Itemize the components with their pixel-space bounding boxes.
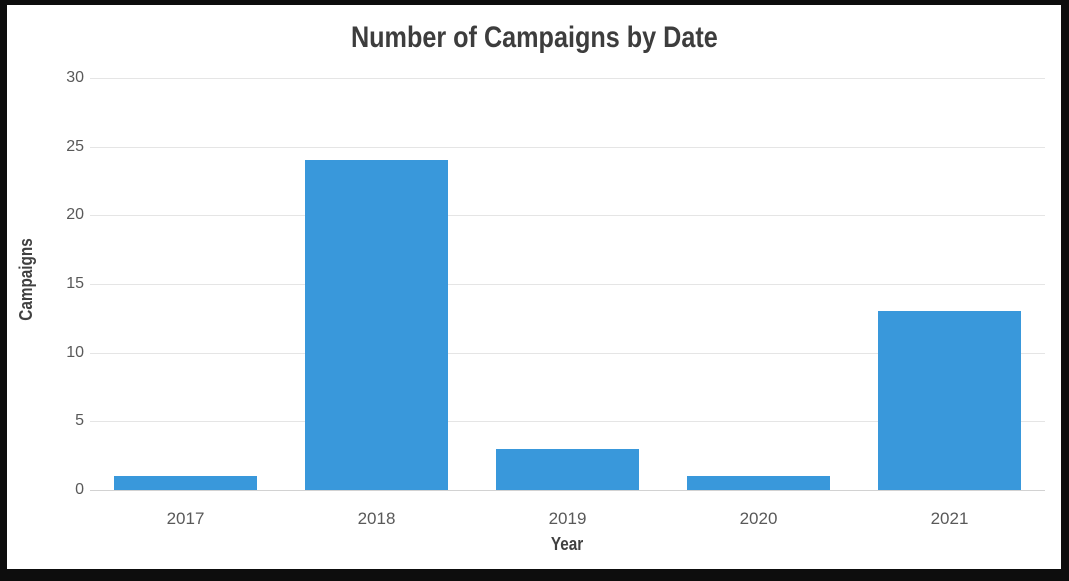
y-tick-10: 10 [66,343,84,361]
x-tick-2020: 2020 [739,509,778,528]
y-tick-0: 0 [75,481,84,498]
bar-2018 [305,160,448,490]
bar-2021 [878,311,1021,490]
x-axis-label-text: Year [550,534,584,554]
y-tick-25: 25 [66,137,84,155]
x-tick-2019: 2019 [548,509,587,528]
bar-2020 [687,476,830,490]
bar-2017 [114,476,257,490]
chart-title-text: Number of Campaigns by Date [350,21,718,54]
x-tick-2017: 2017 [166,509,205,528]
gridline-10 [90,352,1045,354]
gridline-15 [90,284,1045,285]
bar-2019 [496,448,639,490]
y-tick-15: 15 [66,275,84,292]
chart-title: Number of Campaigns by Date [7,21,1061,55]
x-axis-label: Year [507,533,627,555]
gridline-5 [90,421,1045,423]
gridline-20 [90,215,1045,217]
y-tick-20: 20 [66,206,84,224]
y-tick-30: 30 [66,69,84,86]
gridline-25 [90,146,1045,148]
y-tick-5: 5 [75,412,84,430]
plot-area [90,78,1045,491]
x-tick-2021: 2021 [930,509,969,528]
gridline-30 [90,78,1045,79]
x-axis-baseline [90,490,1045,491]
x-tick-2018: 2018 [357,509,396,528]
